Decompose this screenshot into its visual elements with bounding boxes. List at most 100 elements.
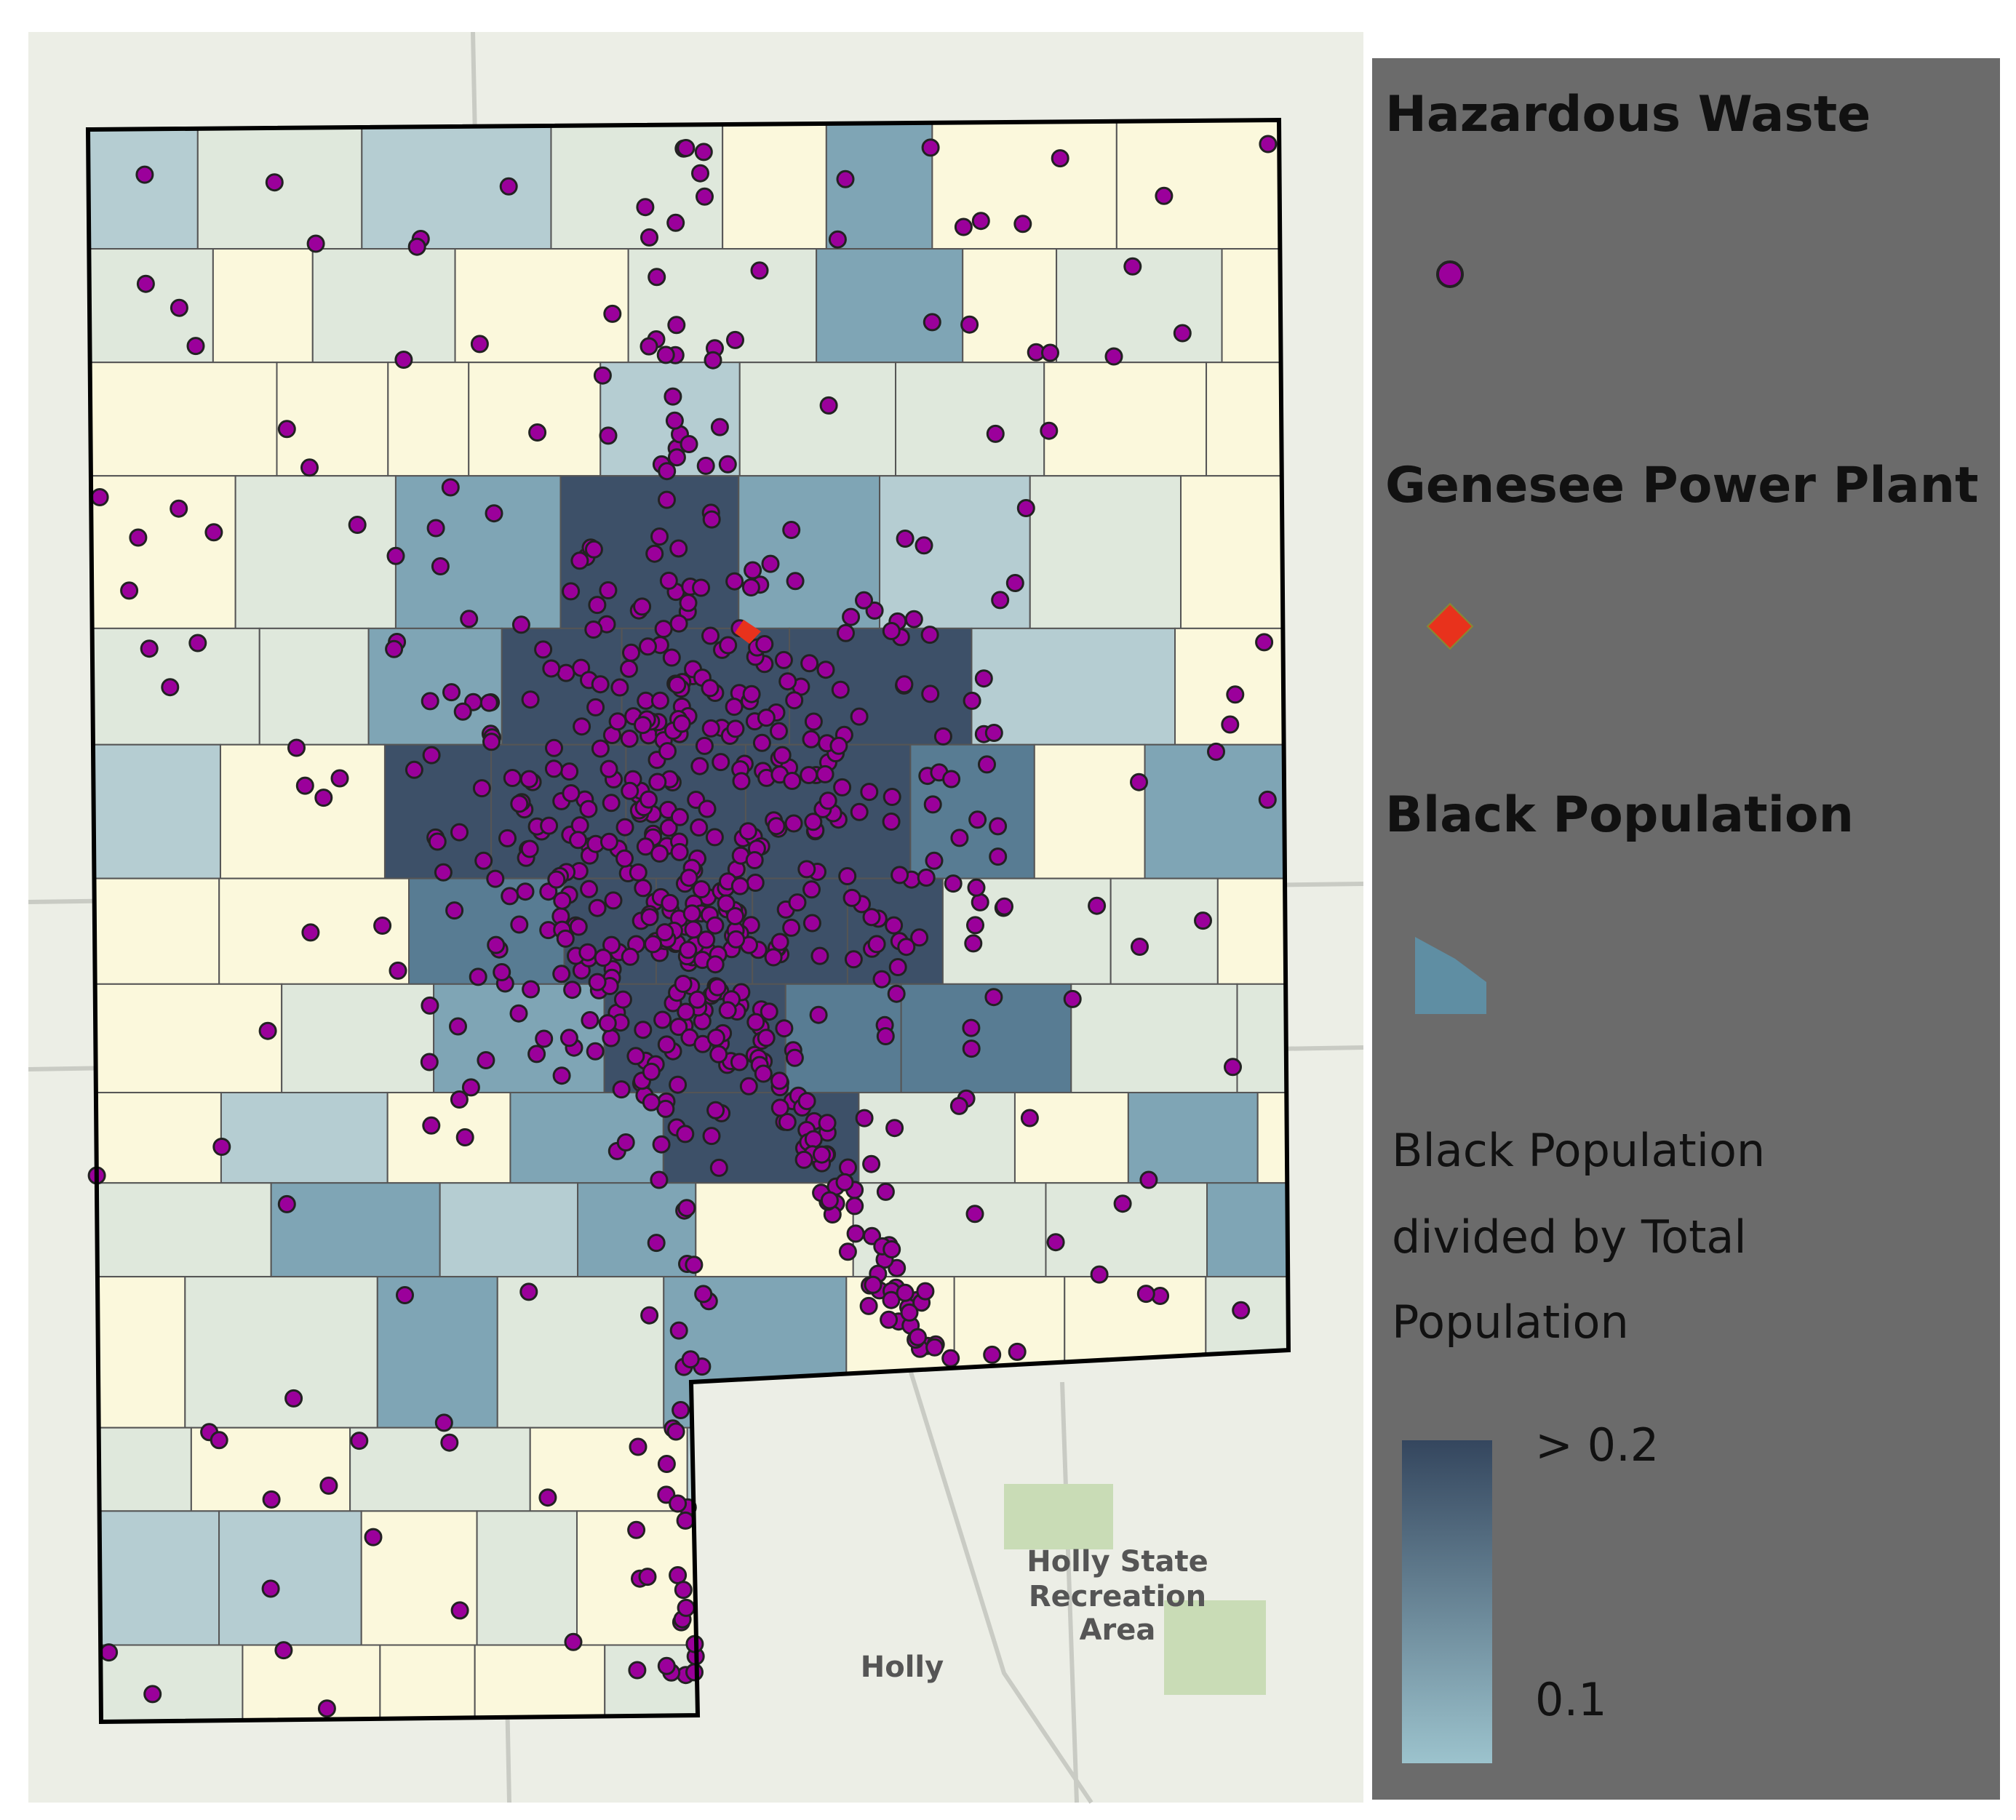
waste-site <box>604 891 623 910</box>
waste-site <box>800 654 819 673</box>
color-ramp <box>1402 1440 1492 1763</box>
waste-site <box>426 519 445 538</box>
waste-site <box>950 829 969 847</box>
tract <box>383 743 493 879</box>
waste-site <box>1090 1265 1109 1284</box>
waste-site <box>638 1568 657 1586</box>
waste-site <box>658 462 677 481</box>
waste-site <box>971 212 990 231</box>
waste-site <box>545 738 563 757</box>
waste-site <box>602 1029 621 1047</box>
waste-site <box>706 1029 725 1047</box>
tract <box>1144 743 1288 879</box>
waste-site <box>442 683 461 702</box>
waste-site <box>676 1511 695 1530</box>
waste-site <box>586 698 605 717</box>
waste-site <box>885 916 904 935</box>
waste-site <box>725 698 744 717</box>
county-outline <box>85 117 1291 1725</box>
waste-site <box>584 620 603 639</box>
waste-site <box>770 1098 789 1117</box>
waste-site <box>396 1286 414 1304</box>
waste-site <box>965 1205 984 1224</box>
waste-site <box>679 594 698 612</box>
waste-site <box>373 917 392 935</box>
waste-site <box>407 237 426 256</box>
tract <box>1043 362 1208 477</box>
waste-site <box>692 578 711 597</box>
waste-site <box>461 1078 480 1097</box>
waste-site <box>897 938 916 957</box>
waste-site <box>431 557 450 575</box>
waste-site <box>528 423 547 442</box>
waste-site <box>348 516 367 534</box>
waste-site <box>864 1275 883 1294</box>
waste-site <box>708 978 727 997</box>
tract <box>88 1091 222 1184</box>
waste-site <box>460 610 479 628</box>
tract <box>88 1426 192 1512</box>
waste-site <box>90 488 109 506</box>
tract <box>242 1644 381 1722</box>
park <box>1164 1600 1266 1695</box>
waste-site <box>705 828 724 847</box>
waste-site <box>883 788 901 806</box>
tract <box>394 475 562 629</box>
waste-site <box>610 678 629 697</box>
waste-site <box>634 879 653 898</box>
waste-site <box>564 1632 583 1651</box>
scale-title: Black Population <box>1392 1124 1765 1177</box>
waste-site <box>835 1173 854 1192</box>
waste-site <box>653 1010 672 1029</box>
waste-site <box>556 929 575 948</box>
waste-site <box>674 1581 693 1600</box>
waste-site <box>553 891 572 910</box>
waste-site <box>581 1011 599 1029</box>
waste-site <box>855 1109 874 1127</box>
waste-site <box>895 675 914 694</box>
legend-title: Genesee Power Plant <box>1385 457 1979 514</box>
waste-site <box>755 635 774 653</box>
waste-site <box>692 880 711 898</box>
waste-site <box>709 1045 728 1063</box>
waste-site <box>453 702 472 721</box>
waste-site <box>441 478 460 497</box>
waste-site <box>603 304 622 323</box>
waste-site <box>698 799 717 818</box>
park-label: Area <box>1080 1613 1156 1647</box>
waste-site <box>717 894 736 913</box>
tract <box>1221 248 1288 364</box>
waste-site <box>757 709 776 727</box>
waste-site <box>1008 1342 1027 1361</box>
tract <box>276 362 389 477</box>
waste-site <box>300 458 319 477</box>
waste-site <box>819 396 838 415</box>
waste-site <box>644 935 663 954</box>
waste-site <box>670 842 689 861</box>
waste-site <box>664 387 682 406</box>
waste-site <box>620 730 639 748</box>
waste-site <box>648 268 666 287</box>
waste-site <box>639 637 657 656</box>
waste-site <box>1088 896 1107 915</box>
waste-site <box>1131 938 1149 956</box>
waste-site <box>684 920 703 939</box>
waste-site <box>696 456 715 475</box>
waste-site <box>474 851 493 870</box>
waste-site <box>744 561 762 580</box>
waste-site <box>669 1018 688 1037</box>
waste-site <box>804 813 823 831</box>
waste-site <box>599 759 618 778</box>
waste-site <box>170 298 188 317</box>
tract <box>816 248 964 364</box>
waste-site <box>666 213 685 232</box>
waste-site <box>809 1005 828 1024</box>
tract <box>88 983 283 1093</box>
waste-site <box>782 521 801 539</box>
waste-site <box>612 1080 631 1099</box>
waste-site <box>450 823 469 842</box>
waste-site <box>855 591 873 610</box>
waste-site <box>516 882 535 901</box>
tract <box>387 362 470 477</box>
